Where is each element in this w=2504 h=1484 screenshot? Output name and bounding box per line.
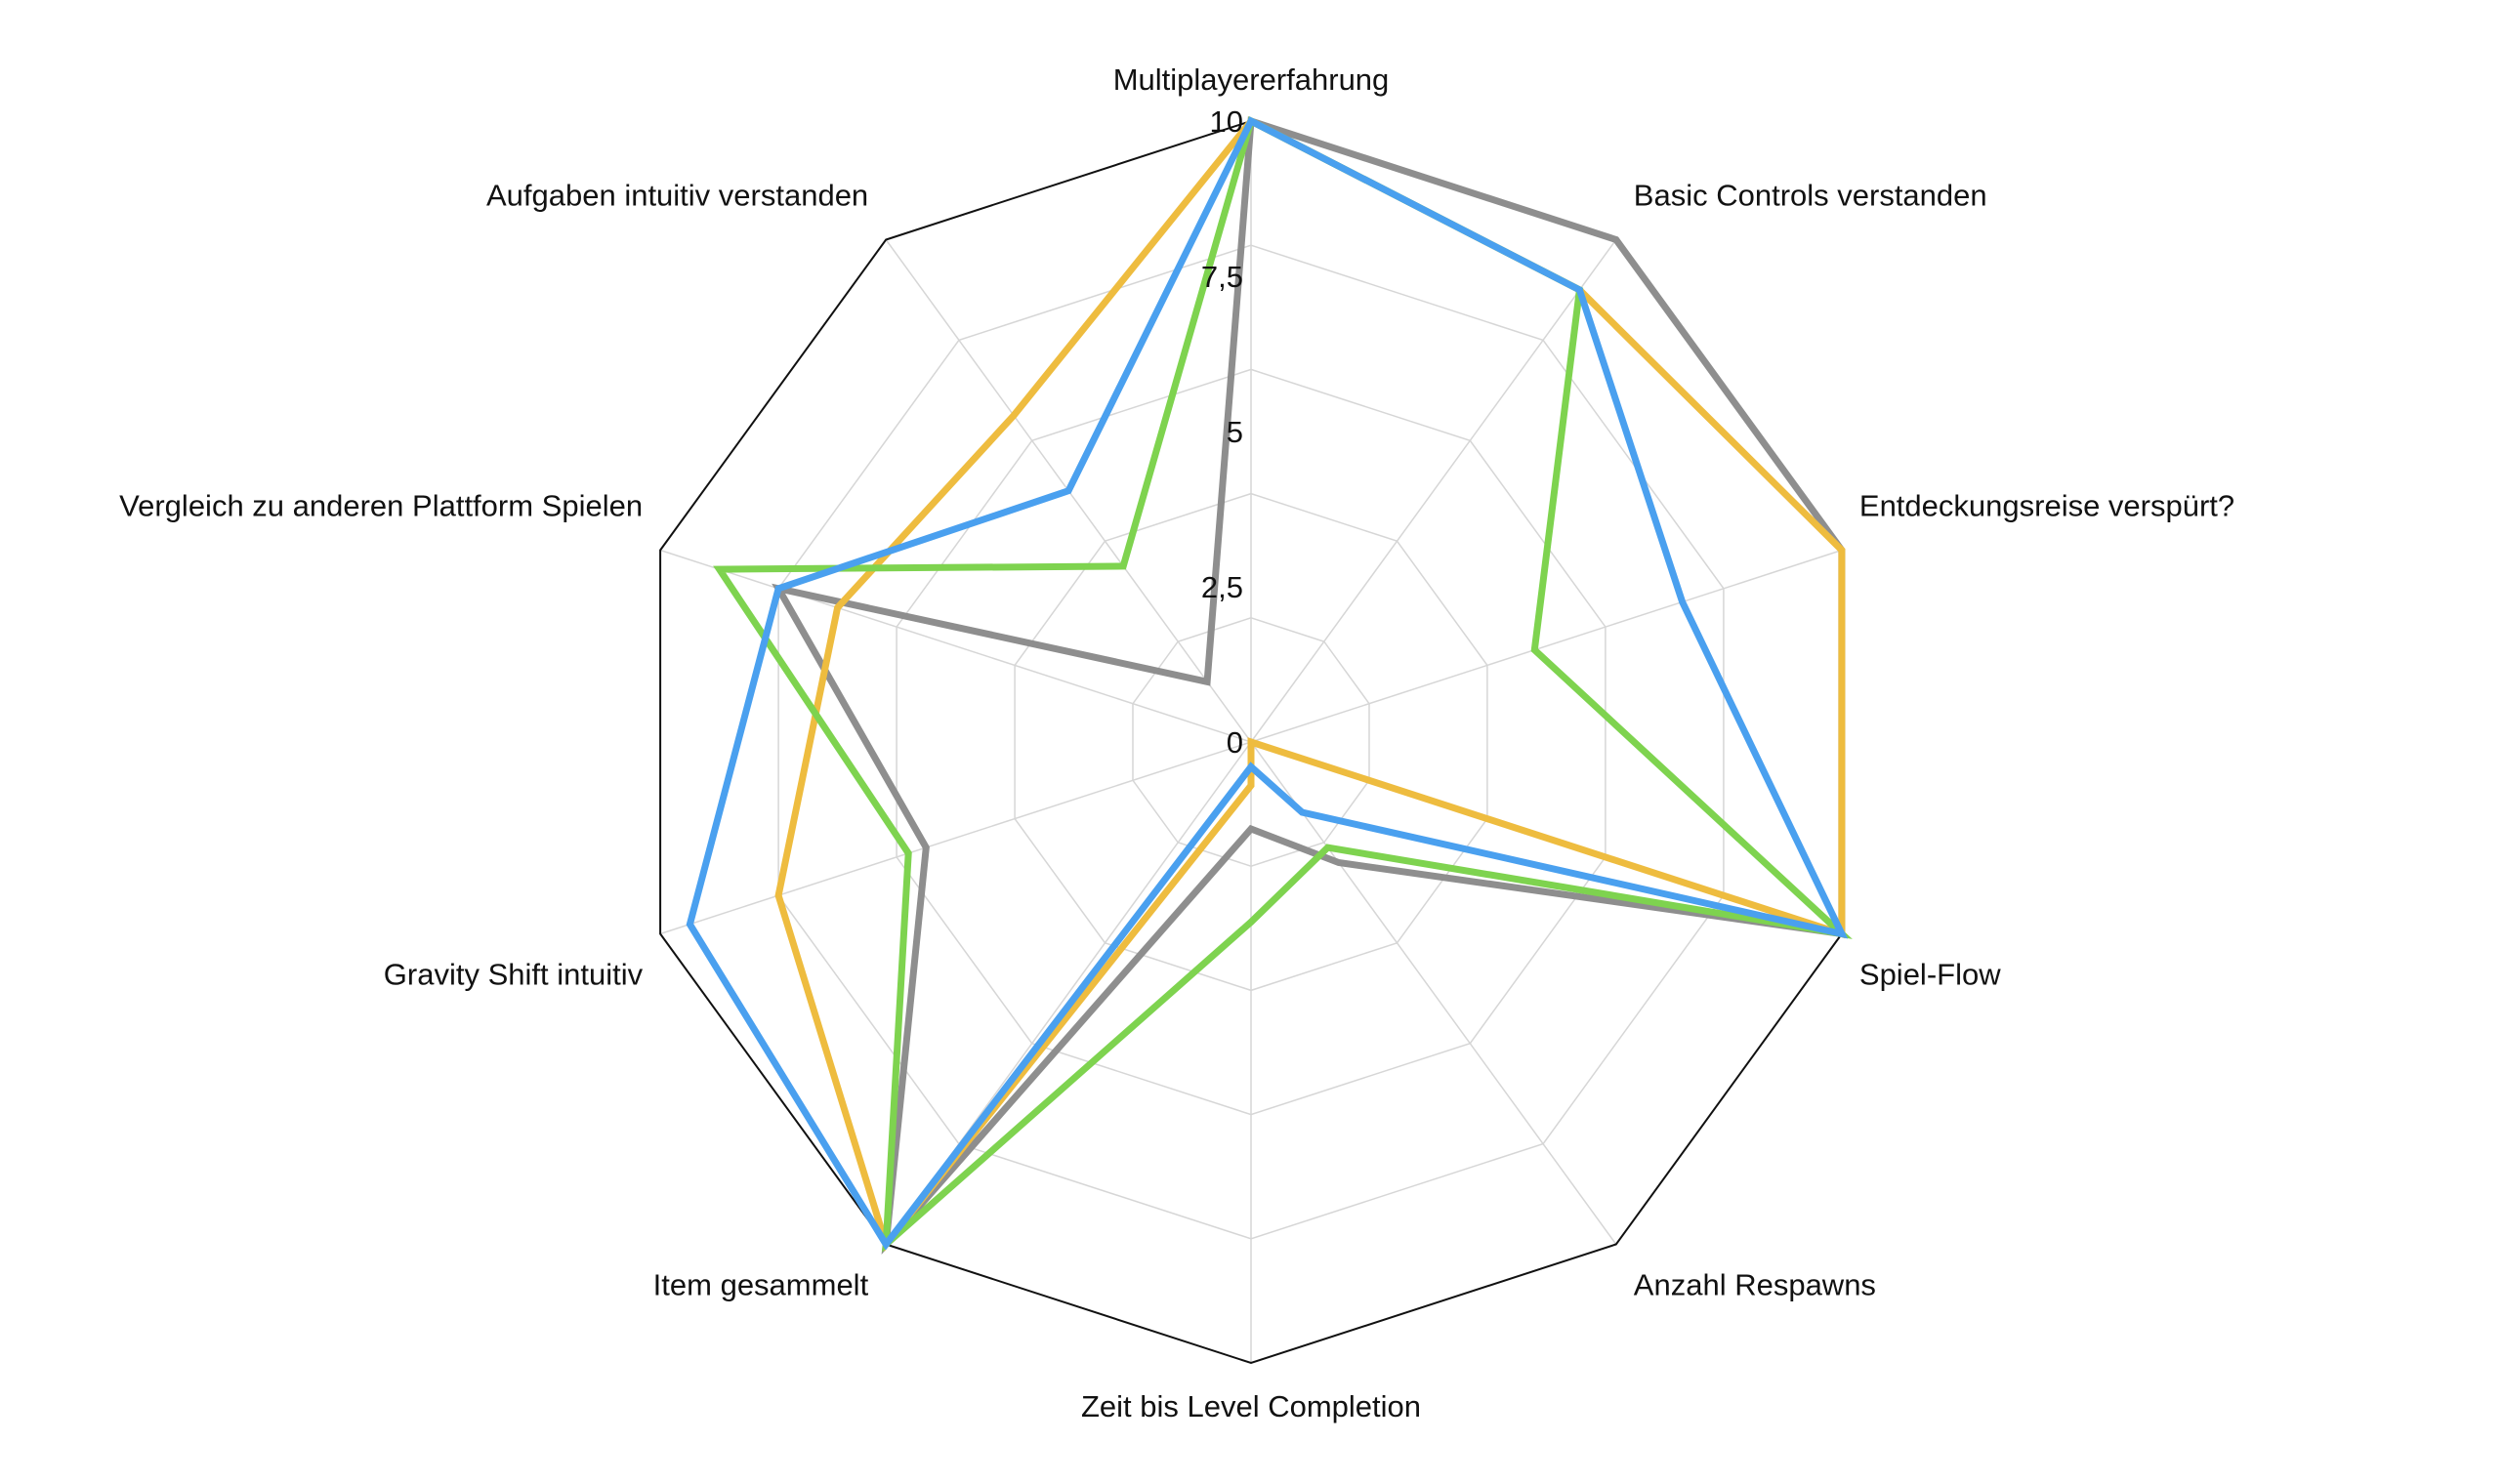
axis-label-3: Entdeckungsreise verspürt?: [1859, 489, 2234, 523]
axis-label-10: Aufgaben intuitiv verstanden: [486, 179, 868, 213]
axis-label-8: Gravity Shift intuitiv: [384, 958, 644, 992]
grid-spoke-9: [659, 549, 1252, 743]
axis-label-7: Item gesammelt: [653, 1268, 869, 1302]
series-1-line: [772, 116, 1846, 1256]
axis-label-6: Zeit bis Level Completion: [1081, 1389, 1421, 1423]
axis-label-1: Multiplayererfahrung: [1113, 62, 1390, 97]
radial-tick-labels: 0 2,5 5 7,5 10: [1201, 104, 1243, 760]
grid-spoke-5: [1250, 741, 1617, 1245]
radar-series: [686, 115, 1853, 1256]
r-tick-label-1: 0: [1227, 725, 1243, 760]
axis-labels: Multiplayererfahrung Basic Controls verst…: [119, 62, 2234, 1423]
r-tick-label-4: 7,5: [1201, 260, 1243, 294]
axis-label-5: Anzahl Respawns: [1634, 1268, 1876, 1302]
axis-label-4: Spiel-Flow: [1859, 958, 2001, 992]
series-3-line: [713, 115, 1853, 1253]
grid-spoke-8: [659, 741, 1252, 935]
r-tick-label-5: 10: [1210, 104, 1243, 139]
axis-label-2: Basic Controls verstanden: [1634, 179, 1987, 213]
series-2-line: [774, 116, 1846, 1252]
r-tick-label-2: 2,5: [1201, 570, 1243, 604]
grid-spoke-3: [1250, 549, 1843, 743]
r-tick-label-3: 5: [1227, 415, 1243, 449]
axis-label-9: Vergleich zu anderen Plattform Spielen: [119, 489, 643, 523]
series-4-line: [686, 116, 1849, 1251]
grid-spoke-2: [1250, 239, 1617, 743]
